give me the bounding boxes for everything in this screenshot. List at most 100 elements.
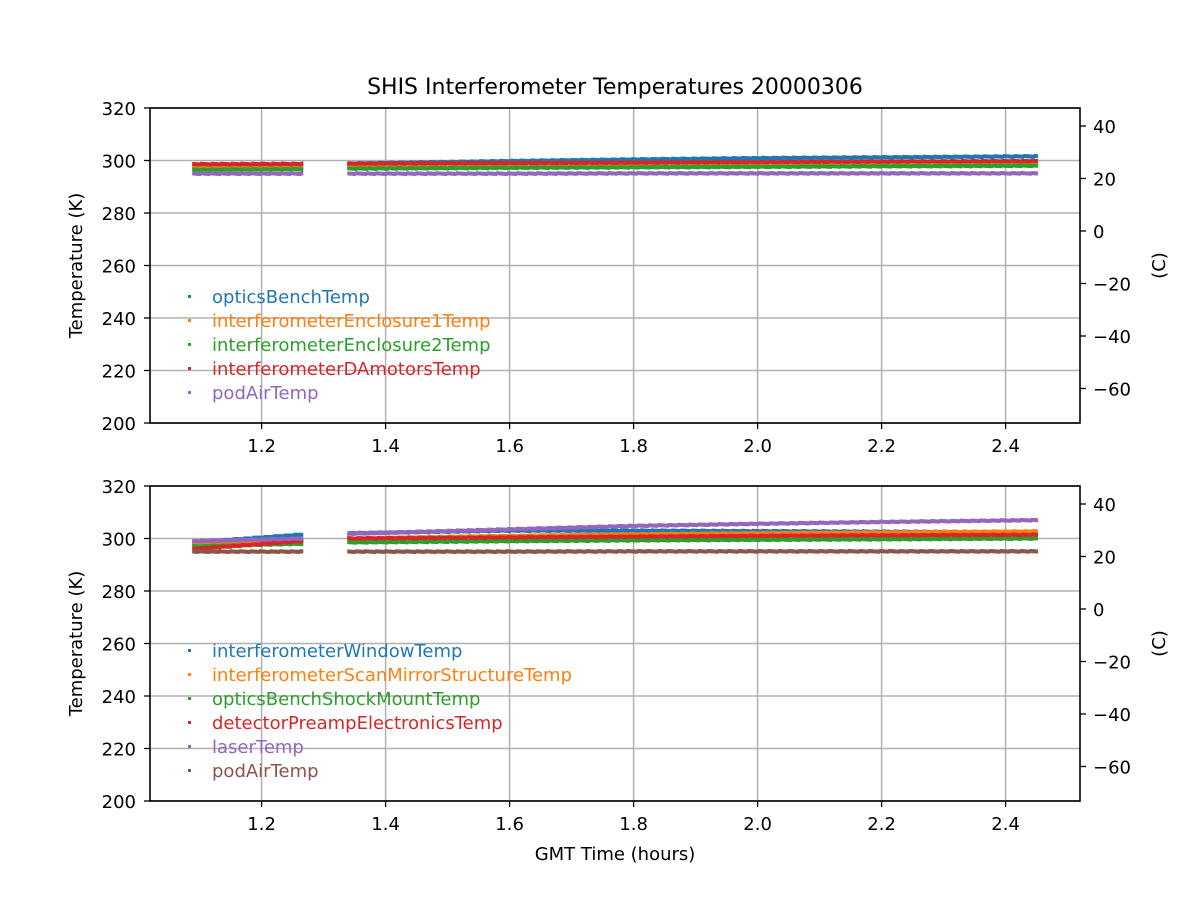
data-point	[527, 539, 530, 544]
data-point	[810, 530, 814, 535]
data-point	[798, 156, 801, 161]
data-point	[590, 528, 594, 533]
data-point	[213, 171, 217, 176]
data-point	[261, 541, 265, 546]
data-point	[224, 167, 228, 172]
data-point	[1032, 158, 1035, 163]
data-point	[785, 155, 789, 160]
data-point	[861, 530, 865, 535]
data-point	[492, 171, 496, 176]
data-point	[509, 538, 513, 543]
data-point	[762, 537, 766, 542]
data-point	[494, 166, 498, 171]
data-point	[620, 165, 623, 170]
data-point	[257, 542, 260, 547]
data-point	[784, 537, 787, 542]
data-point	[1030, 171, 1034, 176]
data-point	[358, 531, 361, 536]
axes-layer: 1.2 1.4 1.6 1.8 2.0 2.2 2.42002202402602803003…	[66, 99, 1170, 865]
data-point	[227, 171, 231, 176]
data-point	[699, 537, 702, 542]
data-point	[709, 531, 713, 536]
data-point	[747, 160, 750, 165]
data-point	[542, 528, 546, 533]
data-point	[367, 539, 370, 544]
data-point	[370, 540, 374, 545]
data-point	[368, 540, 372, 545]
data-point	[398, 166, 401, 171]
data-point	[584, 158, 587, 163]
data-point	[1033, 529, 1037, 534]
data-point	[193, 539, 197, 544]
data-point	[806, 160, 809, 165]
data-point	[649, 537, 653, 542]
data-point	[1009, 536, 1012, 541]
data-point	[494, 539, 498, 544]
data-point	[630, 538, 634, 543]
data-point	[568, 171, 572, 176]
data-point	[962, 159, 966, 164]
data-point	[736, 165, 739, 170]
data-point	[215, 545, 219, 550]
data-point	[203, 162, 206, 167]
data-point	[367, 161, 370, 166]
data-point	[889, 159, 893, 164]
data-point	[964, 163, 967, 168]
data-point	[996, 529, 1000, 534]
data-point	[465, 161, 468, 166]
data-point	[626, 535, 629, 539]
data-point	[854, 164, 857, 169]
data-point	[736, 171, 739, 176]
data-point	[272, 537, 276, 542]
data-point	[584, 528, 587, 533]
data-point	[488, 535, 491, 540]
data-point	[575, 535, 578, 540]
data-point	[612, 157, 615, 162]
data-point	[821, 159, 825, 164]
data-point	[703, 160, 707, 165]
data-point	[754, 171, 758, 176]
data-point	[424, 536, 428, 541]
data-point	[289, 536, 293, 541]
data-point	[996, 533, 1000, 538]
data-point	[540, 165, 544, 170]
data-point	[782, 164, 786, 169]
data-point	[773, 164, 777, 169]
data-point	[620, 171, 623, 176]
data-point	[916, 155, 919, 160]
data-point	[737, 534, 741, 539]
data-point	[528, 526, 532, 531]
data-point	[581, 171, 584, 176]
data-point	[424, 540, 428, 545]
data-point	[810, 164, 814, 169]
y-right-tick-label: −60	[1093, 379, 1131, 400]
data-point	[497, 538, 501, 543]
data-point	[1015, 532, 1018, 537]
data-point	[999, 536, 1003, 541]
data-point	[427, 161, 431, 166]
data-point	[206, 544, 209, 549]
data-point	[475, 166, 479, 171]
data-point	[286, 533, 290, 538]
data-point	[361, 540, 364, 545]
data-point	[954, 171, 958, 176]
data-point	[384, 166, 387, 171]
data-point	[728, 533, 732, 538]
data-point	[246, 541, 250, 546]
data-point	[861, 171, 865, 176]
data-point	[720, 531, 724, 536]
data-point	[478, 535, 482, 540]
data-point	[699, 157, 702, 162]
data-point	[912, 533, 916, 538]
data-point	[491, 527, 494, 532]
data-point	[513, 535, 516, 540]
data-point	[590, 532, 594, 537]
data-point	[984, 529, 987, 534]
data-point	[824, 155, 828, 160]
data-point	[833, 537, 837, 542]
data-point	[627, 528, 631, 533]
data-point	[700, 156, 704, 161]
data-point	[756, 156, 759, 161]
data-point	[852, 159, 856, 164]
data-point	[917, 159, 921, 164]
